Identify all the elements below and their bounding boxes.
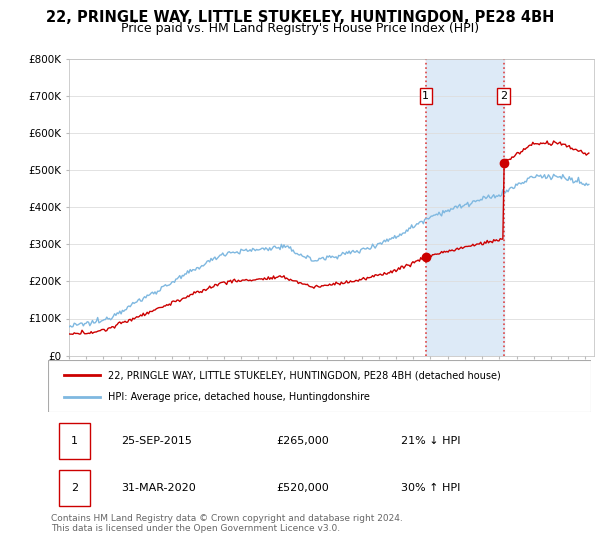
Bar	[426, 59, 503, 356]
Text: 1: 1	[422, 91, 430, 101]
Text: Price paid vs. HM Land Registry's House Price Index (HPI): Price paid vs. HM Land Registry's House …	[121, 22, 479, 35]
Text: £265,000: £265,000	[276, 436, 329, 446]
Text: £520,000: £520,000	[276, 483, 329, 493]
Text: 25-SEP-2015: 25-SEP-2015	[121, 436, 192, 446]
Text: 21% ↓ HPI: 21% ↓ HPI	[401, 436, 460, 446]
Bar	[59, 470, 91, 506]
Text: 1: 1	[71, 436, 78, 446]
Text: HPI: Average price, detached house, Huntingdonshire: HPI: Average price, detached house, Hunt…	[108, 392, 370, 402]
Text: Contains HM Land Registry data © Crown copyright and database right 2024.
This d: Contains HM Land Registry data © Crown c…	[51, 514, 403, 534]
Text: 22, PRINGLE WAY, LITTLE STUKELEY, HUNTINGDON, PE28 4BH (detached house): 22, PRINGLE WAY, LITTLE STUKELEY, HUNTIN…	[108, 370, 500, 380]
Text: 30% ↑ HPI: 30% ↑ HPI	[401, 483, 460, 493]
Text: 2: 2	[500, 91, 507, 101]
Text: 22, PRINGLE WAY, LITTLE STUKELEY, HUNTINGDON, PE28 4BH: 22, PRINGLE WAY, LITTLE STUKELEY, HUNTIN…	[46, 10, 554, 25]
Bar	[59, 423, 91, 459]
Text: 2: 2	[71, 483, 78, 493]
Text: 31-MAR-2020: 31-MAR-2020	[121, 483, 196, 493]
